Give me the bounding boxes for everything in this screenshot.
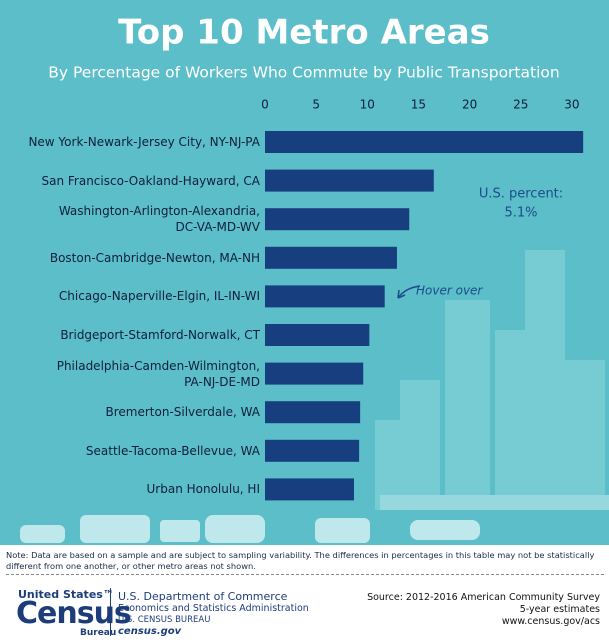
divider	[110, 588, 111, 636]
x-tick-label: 15	[411, 98, 426, 112]
bar	[265, 246, 397, 269]
category-label: Seattle-Tacoma-Bellevue, WA	[85, 443, 260, 458]
bar	[265, 324, 370, 346]
x-tick-label: 5	[312, 98, 320, 112]
source: www.census.gov/acs	[501, 616, 600, 627]
category-label: Bridgeport-Stamford-Norwalk, CT	[60, 328, 260, 342]
bar	[265, 478, 355, 501]
logo-main: Census	[16, 596, 132, 631]
bar	[265, 439, 360, 462]
category-label: Chicago-Naperville-Elgin, IL-IN-WI	[58, 289, 260, 304]
x-tick-label: 0	[261, 98, 269, 112]
category-label: Philadelphia-Camden-Wilmington, PA-NJ-DE…	[56, 358, 260, 389]
bar	[265, 285, 385, 308]
source: 5-year estimates	[519, 604, 600, 615]
x-tick-label: 25	[513, 98, 528, 112]
x-tick-label: 20	[462, 98, 477, 112]
annotation: 5.1%	[504, 206, 537, 221]
chart-title: Top 10 Metro Areas	[118, 13, 490, 53]
category-label: San Francisco-Oakland-Hayward, CA	[41, 173, 260, 188]
annotation: Hover over	[416, 284, 483, 298]
x-tick-label: 10	[360, 98, 375, 112]
category-label: Urban Honolulu, HI	[146, 482, 261, 497]
source: Source: 2012-2016 American Community Sur…	[367, 592, 600, 603]
category-label: Bremerton-Silverdale, WA	[105, 405, 261, 420]
logo-bottom: Bureau	[80, 628, 117, 638]
bar	[265, 208, 410, 231]
skyline	[375, 250, 609, 510]
department: U.S. CENSUS BUREAU	[118, 615, 211, 625]
bar	[265, 131, 584, 153]
category-label: New York-Newark-Jersey City, NY-NJ-PA	[28, 135, 260, 149]
bar	[265, 401, 361, 424]
x-tick-label: 30	[564, 98, 579, 112]
hover-arrow	[397, 285, 421, 299]
chart-subtitle: By Percentage of Workers Who Commute by …	[48, 64, 559, 82]
category-label: Washington-Arlington-Alexandria, DC-VA-M…	[58, 204, 260, 235]
department: U.S. Department of Commerce	[118, 590, 288, 603]
vehicles	[20, 515, 480, 543]
department: Economics and Statistics Administration	[118, 603, 309, 614]
department: census.gov	[118, 626, 182, 637]
bar	[265, 362, 364, 385]
logo-top: United States™	[18, 588, 114, 601]
annotation: U.S. percent:	[479, 187, 563, 202]
bar	[265, 169, 434, 192]
category-label: Boston-Cambridge-Newton, MA-NH	[49, 250, 260, 265]
note: Note: Data are based on a sample and are…	[6, 550, 604, 575]
chart: Top 10 Metro Areas By Percentage of Work…	[0, 0, 609, 545]
